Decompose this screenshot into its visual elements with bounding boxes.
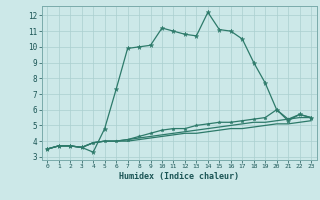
X-axis label: Humidex (Indice chaleur): Humidex (Indice chaleur) xyxy=(119,172,239,181)
